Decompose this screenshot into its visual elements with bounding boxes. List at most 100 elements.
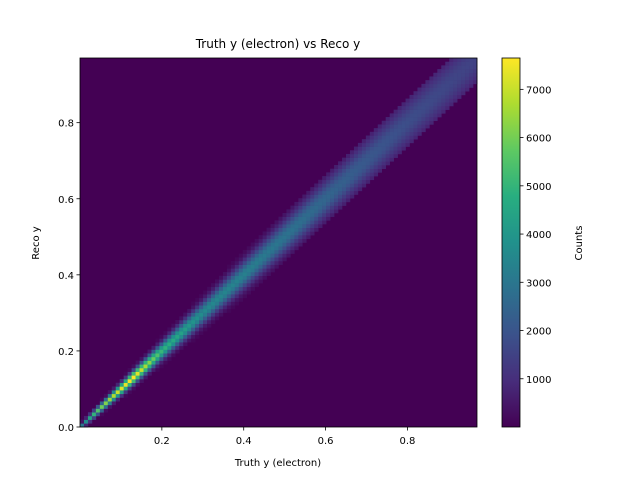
heatmap-cell xyxy=(286,246,291,251)
heatmap-cell xyxy=(330,205,335,210)
heatmap-cell xyxy=(338,176,343,181)
heatmap-cell xyxy=(338,161,343,166)
heatmap-cell xyxy=(147,367,152,372)
heatmap-cell xyxy=(199,294,204,299)
heatmap-cell xyxy=(131,386,136,391)
heatmap-cell xyxy=(421,91,426,96)
heatmap-cell xyxy=(171,323,176,328)
heatmap-cell xyxy=(330,212,335,217)
heatmap-cell xyxy=(183,331,188,336)
heatmap-cell xyxy=(266,260,271,265)
heatmap-cell xyxy=(119,386,124,391)
heatmap-cell xyxy=(214,308,220,313)
heatmap-cell xyxy=(469,72,474,77)
heatmap-cell xyxy=(218,275,224,280)
heatmap-cell xyxy=(421,120,426,125)
heatmap-cell xyxy=(353,172,359,177)
heatmap-cell xyxy=(254,279,259,284)
heatmap-cell xyxy=(425,102,430,107)
y-tick-label: 0.0 xyxy=(58,423,74,434)
heatmap-cell xyxy=(361,157,367,162)
heatmap-cell xyxy=(389,146,394,151)
heatmap-cell xyxy=(203,308,208,313)
heatmap-cell xyxy=(334,172,339,177)
heatmap-cell xyxy=(345,194,351,199)
heatmap-cell xyxy=(302,205,307,210)
heatmap-cell xyxy=(214,286,220,291)
heatmap-cell xyxy=(413,128,418,133)
heatmap-cell xyxy=(457,91,462,96)
heatmap-cell xyxy=(349,165,355,169)
heatmap-cell xyxy=(250,264,255,269)
heatmap-cell xyxy=(266,257,271,262)
heatmap-cell xyxy=(139,371,144,376)
heatmap-cell xyxy=(278,216,283,221)
heatmap-cell xyxy=(80,423,85,428)
heatmap-cell xyxy=(230,305,236,310)
heatmap-cell xyxy=(413,98,418,103)
heatmap-cell xyxy=(461,83,466,88)
heatmap-cell xyxy=(230,294,236,299)
heatmap-cell xyxy=(246,279,252,284)
heatmap-cell xyxy=(453,87,458,92)
heatmap-cell xyxy=(230,290,236,295)
heatmap-cell xyxy=(294,224,299,229)
heatmap-cell xyxy=(195,334,200,339)
heatmap-cell xyxy=(258,253,263,258)
heatmap-cell xyxy=(441,98,446,103)
heatmap-cell xyxy=(461,58,466,62)
heatmap-cell xyxy=(222,305,228,310)
heatmap-cell xyxy=(135,364,140,369)
heatmap-cell xyxy=(294,238,299,243)
heatmap-cell xyxy=(270,249,275,254)
heatmap-cell xyxy=(143,364,148,369)
heatmap-cell xyxy=(155,342,160,347)
heatmap-cell xyxy=(270,224,275,229)
heatmap-cell xyxy=(401,105,406,110)
heatmap-cell xyxy=(449,58,454,62)
heatmap-cell xyxy=(349,157,355,162)
heatmap-cell xyxy=(401,109,406,114)
heatmap-cell xyxy=(318,212,323,217)
heatmap-cell xyxy=(369,176,375,181)
heatmap-cell xyxy=(445,65,450,70)
heatmap-cell xyxy=(373,157,379,162)
heatmap-cell xyxy=(183,312,188,317)
heatmap-cell xyxy=(302,209,307,214)
heatmap-cell xyxy=(306,209,311,214)
heatmap-cell xyxy=(290,238,295,243)
heatmap-cell xyxy=(413,131,418,136)
heatmap-cell xyxy=(405,102,410,107)
heatmap-cell xyxy=(163,342,168,347)
heatmap-cell xyxy=(226,268,232,273)
heatmap-cell xyxy=(195,308,200,313)
heatmap-cell xyxy=(127,379,132,384)
heatmap-cell xyxy=(250,249,255,254)
heatmap-cell xyxy=(226,290,232,295)
heatmap-cell xyxy=(298,205,303,210)
heatmap-cell xyxy=(330,183,335,188)
heatmap-cell xyxy=(469,65,474,70)
heatmap-cell xyxy=(361,139,367,144)
y-tick-label: 0.4 xyxy=(58,271,74,282)
heatmap-cell xyxy=(449,72,454,77)
heatmap-cell xyxy=(214,294,220,299)
heatmap-cell xyxy=(211,290,216,295)
heatmap-cell xyxy=(381,150,386,155)
heatmap-cell xyxy=(318,187,323,192)
heatmap-cell xyxy=(143,356,148,361)
heatmap-cell xyxy=(286,224,291,229)
colorbar-gradient xyxy=(501,57,521,428)
heatmap-cell xyxy=(266,227,271,232)
heatmap-cell xyxy=(218,290,224,295)
heatmap-cell xyxy=(242,286,248,291)
heatmap-cell xyxy=(417,117,422,122)
heatmap-cell xyxy=(369,142,375,147)
heatmap-cell xyxy=(246,264,252,269)
heatmap-cell xyxy=(449,102,454,107)
heatmap-cell xyxy=(123,379,128,384)
heatmap-cell xyxy=(290,227,295,232)
heatmap-cell xyxy=(143,375,148,380)
heatmap-cell xyxy=(195,305,200,310)
heatmap-cell xyxy=(453,61,458,66)
